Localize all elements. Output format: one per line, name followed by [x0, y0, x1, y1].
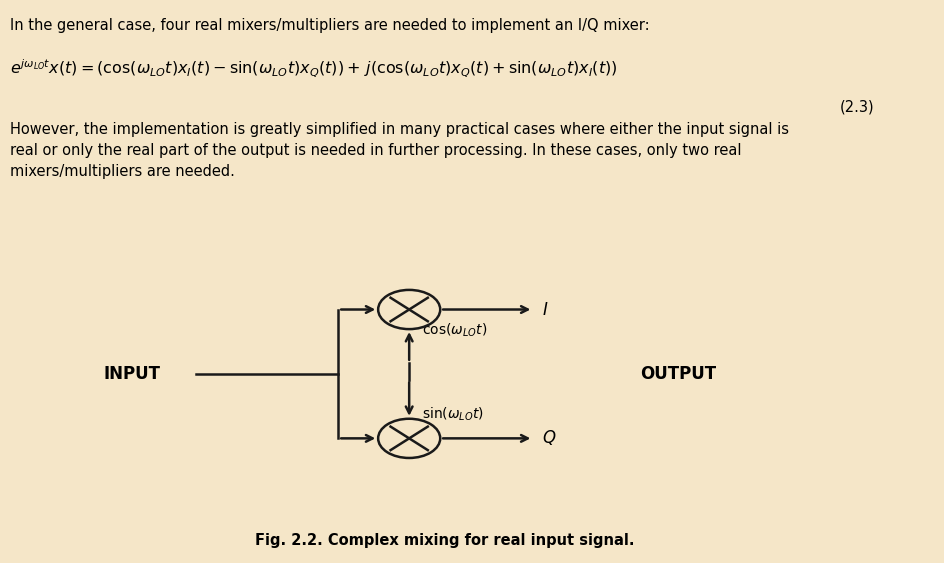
Text: $\sin(\omega_{LO}t)$: $\sin(\omega_{LO}t)$	[423, 406, 484, 423]
Text: However, the implementation is greatly simplified in many practical cases where : However, the implementation is greatly s…	[10, 122, 789, 179]
Text: Fig. 2.2. Complex mixing for real input signal.: Fig. 2.2. Complex mixing for real input …	[255, 533, 634, 548]
Text: I: I	[542, 301, 547, 319]
Text: In the general case, four real mixers/multipliers are needed to implement an I/Q: In the general case, four real mixers/mu…	[10, 18, 649, 33]
Text: Q: Q	[542, 430, 555, 448]
Text: $e^{j\omega_{LO}t}x(t)=\left(\cos(\omega_{LO}t)x_I(t)-\sin(\omega_{LO}t)x_Q(t)\r: $e^{j\omega_{LO}t}x(t)=\left(\cos(\omega…	[10, 57, 617, 79]
Text: $\cos(\omega_{LO}t)$: $\cos(\omega_{LO}t)$	[423, 322, 488, 339]
Text: OUTPUT: OUTPUT	[640, 365, 716, 383]
Text: INPUT: INPUT	[104, 365, 161, 383]
Text: (2.3): (2.3)	[840, 100, 874, 114]
